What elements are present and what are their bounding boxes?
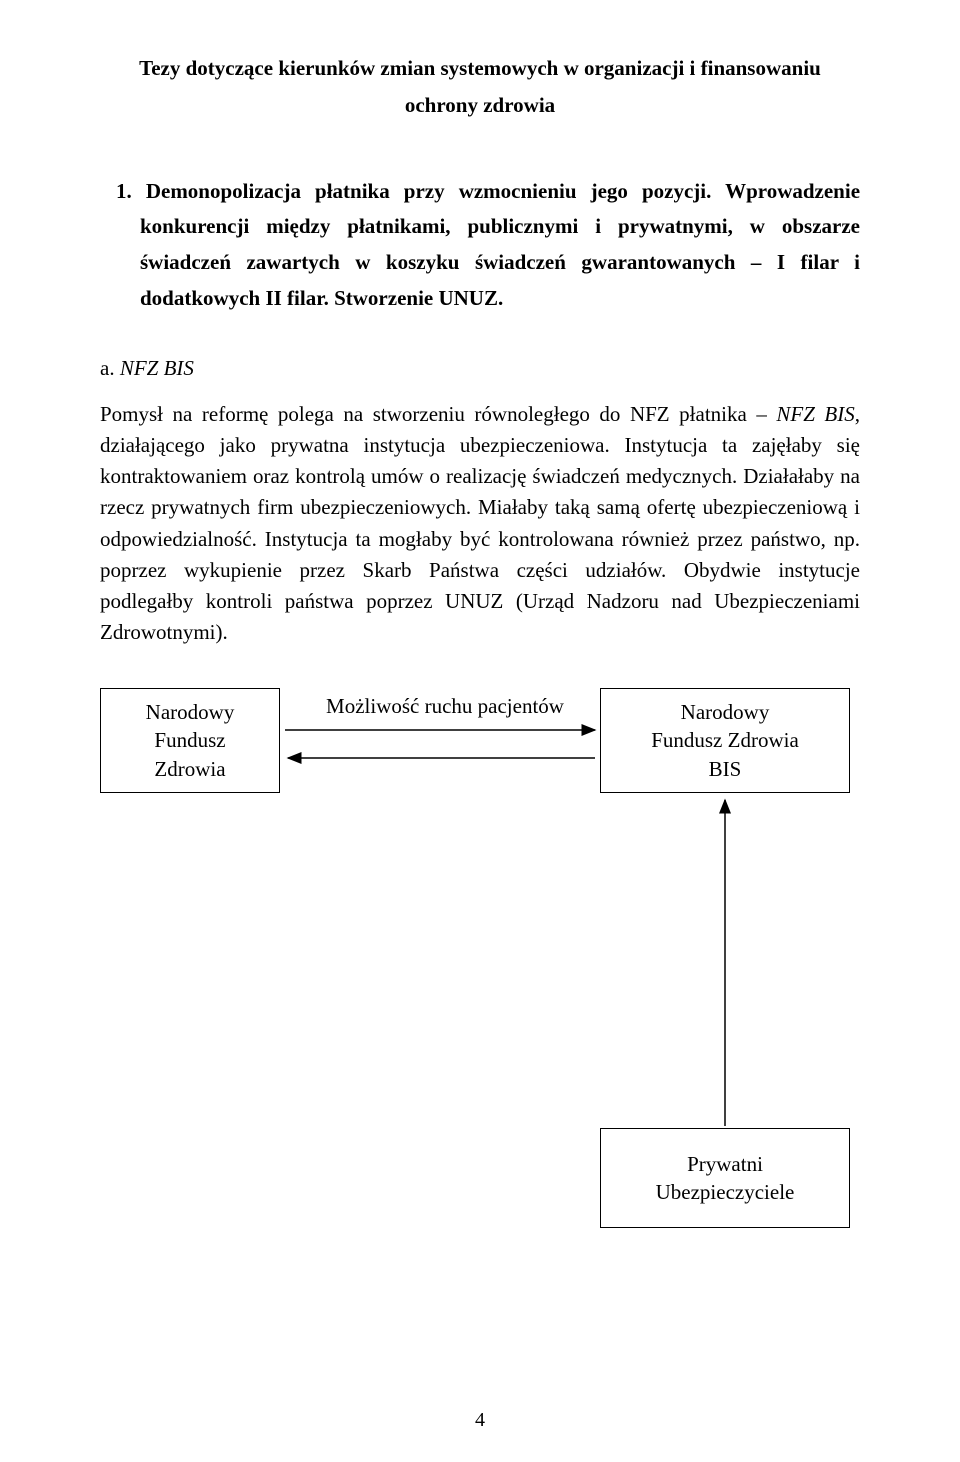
body-part-b: NFZ BIS: [776, 402, 854, 426]
body-part-a: Pomysł na reformę polega na stworzeniu r…: [100, 402, 776, 426]
diagram-box-nfz: Narodowy Fundusz Zdrowia: [100, 688, 280, 793]
box-nfz-line2: Fundusz: [154, 726, 225, 754]
diagram-box-nfz-bis: Narodowy Fundusz Zdrowia BIS: [600, 688, 850, 793]
box-private-line2: Ubezpieczyciele: [656, 1178, 795, 1206]
subheading-a: a. NFZ BIS: [100, 356, 860, 381]
list-number: 1.: [116, 179, 132, 203]
box-nfz-line3: Zdrowia: [154, 755, 225, 783]
body-part-c: , działającego jako prywatna instytucja …: [100, 402, 860, 644]
diagram-box-private: Prywatni Ubezpieczyciele: [600, 1128, 850, 1228]
page-number: 4: [0, 1409, 960, 1432]
box-nfzbis-line1: Narodowy: [681, 698, 770, 726]
list-heading: Demonopolizacja płatnika przy wzmocnieni…: [146, 179, 712, 203]
title-line-1: Tezy dotyczące kierunków zmian systemowy…: [139, 56, 821, 80]
subheading-italic: NFZ BIS: [120, 356, 194, 380]
box-nfzbis-line2: Fundusz Zdrowia: [651, 726, 799, 754]
list-item-1: 1. Demonopolizacja płatnika przy wzmocni…: [100, 174, 860, 317]
page-title: Tezy dotyczące kierunków zmian systemowy…: [100, 50, 860, 124]
box-nfzbis-line3: BIS: [709, 755, 742, 783]
document-page: Tezy dotyczące kierunków zmian systemowy…: [0, 0, 960, 1462]
title-line-2: ochrony zdrowia: [405, 93, 555, 117]
subheading-prefix: a.: [100, 356, 120, 380]
diagram-connector-label: Możliwość ruchu pacjentów: [300, 694, 590, 719]
box-private-line1: Prywatni: [687, 1150, 763, 1178]
flow-diagram: Narodowy Fundusz Zdrowia Możliwość ruchu…: [100, 688, 860, 1248]
body-paragraph: Pomysł na reformę polega na stworzeniu r…: [100, 399, 860, 648]
box-nfz-line1: Narodowy: [146, 698, 235, 726]
